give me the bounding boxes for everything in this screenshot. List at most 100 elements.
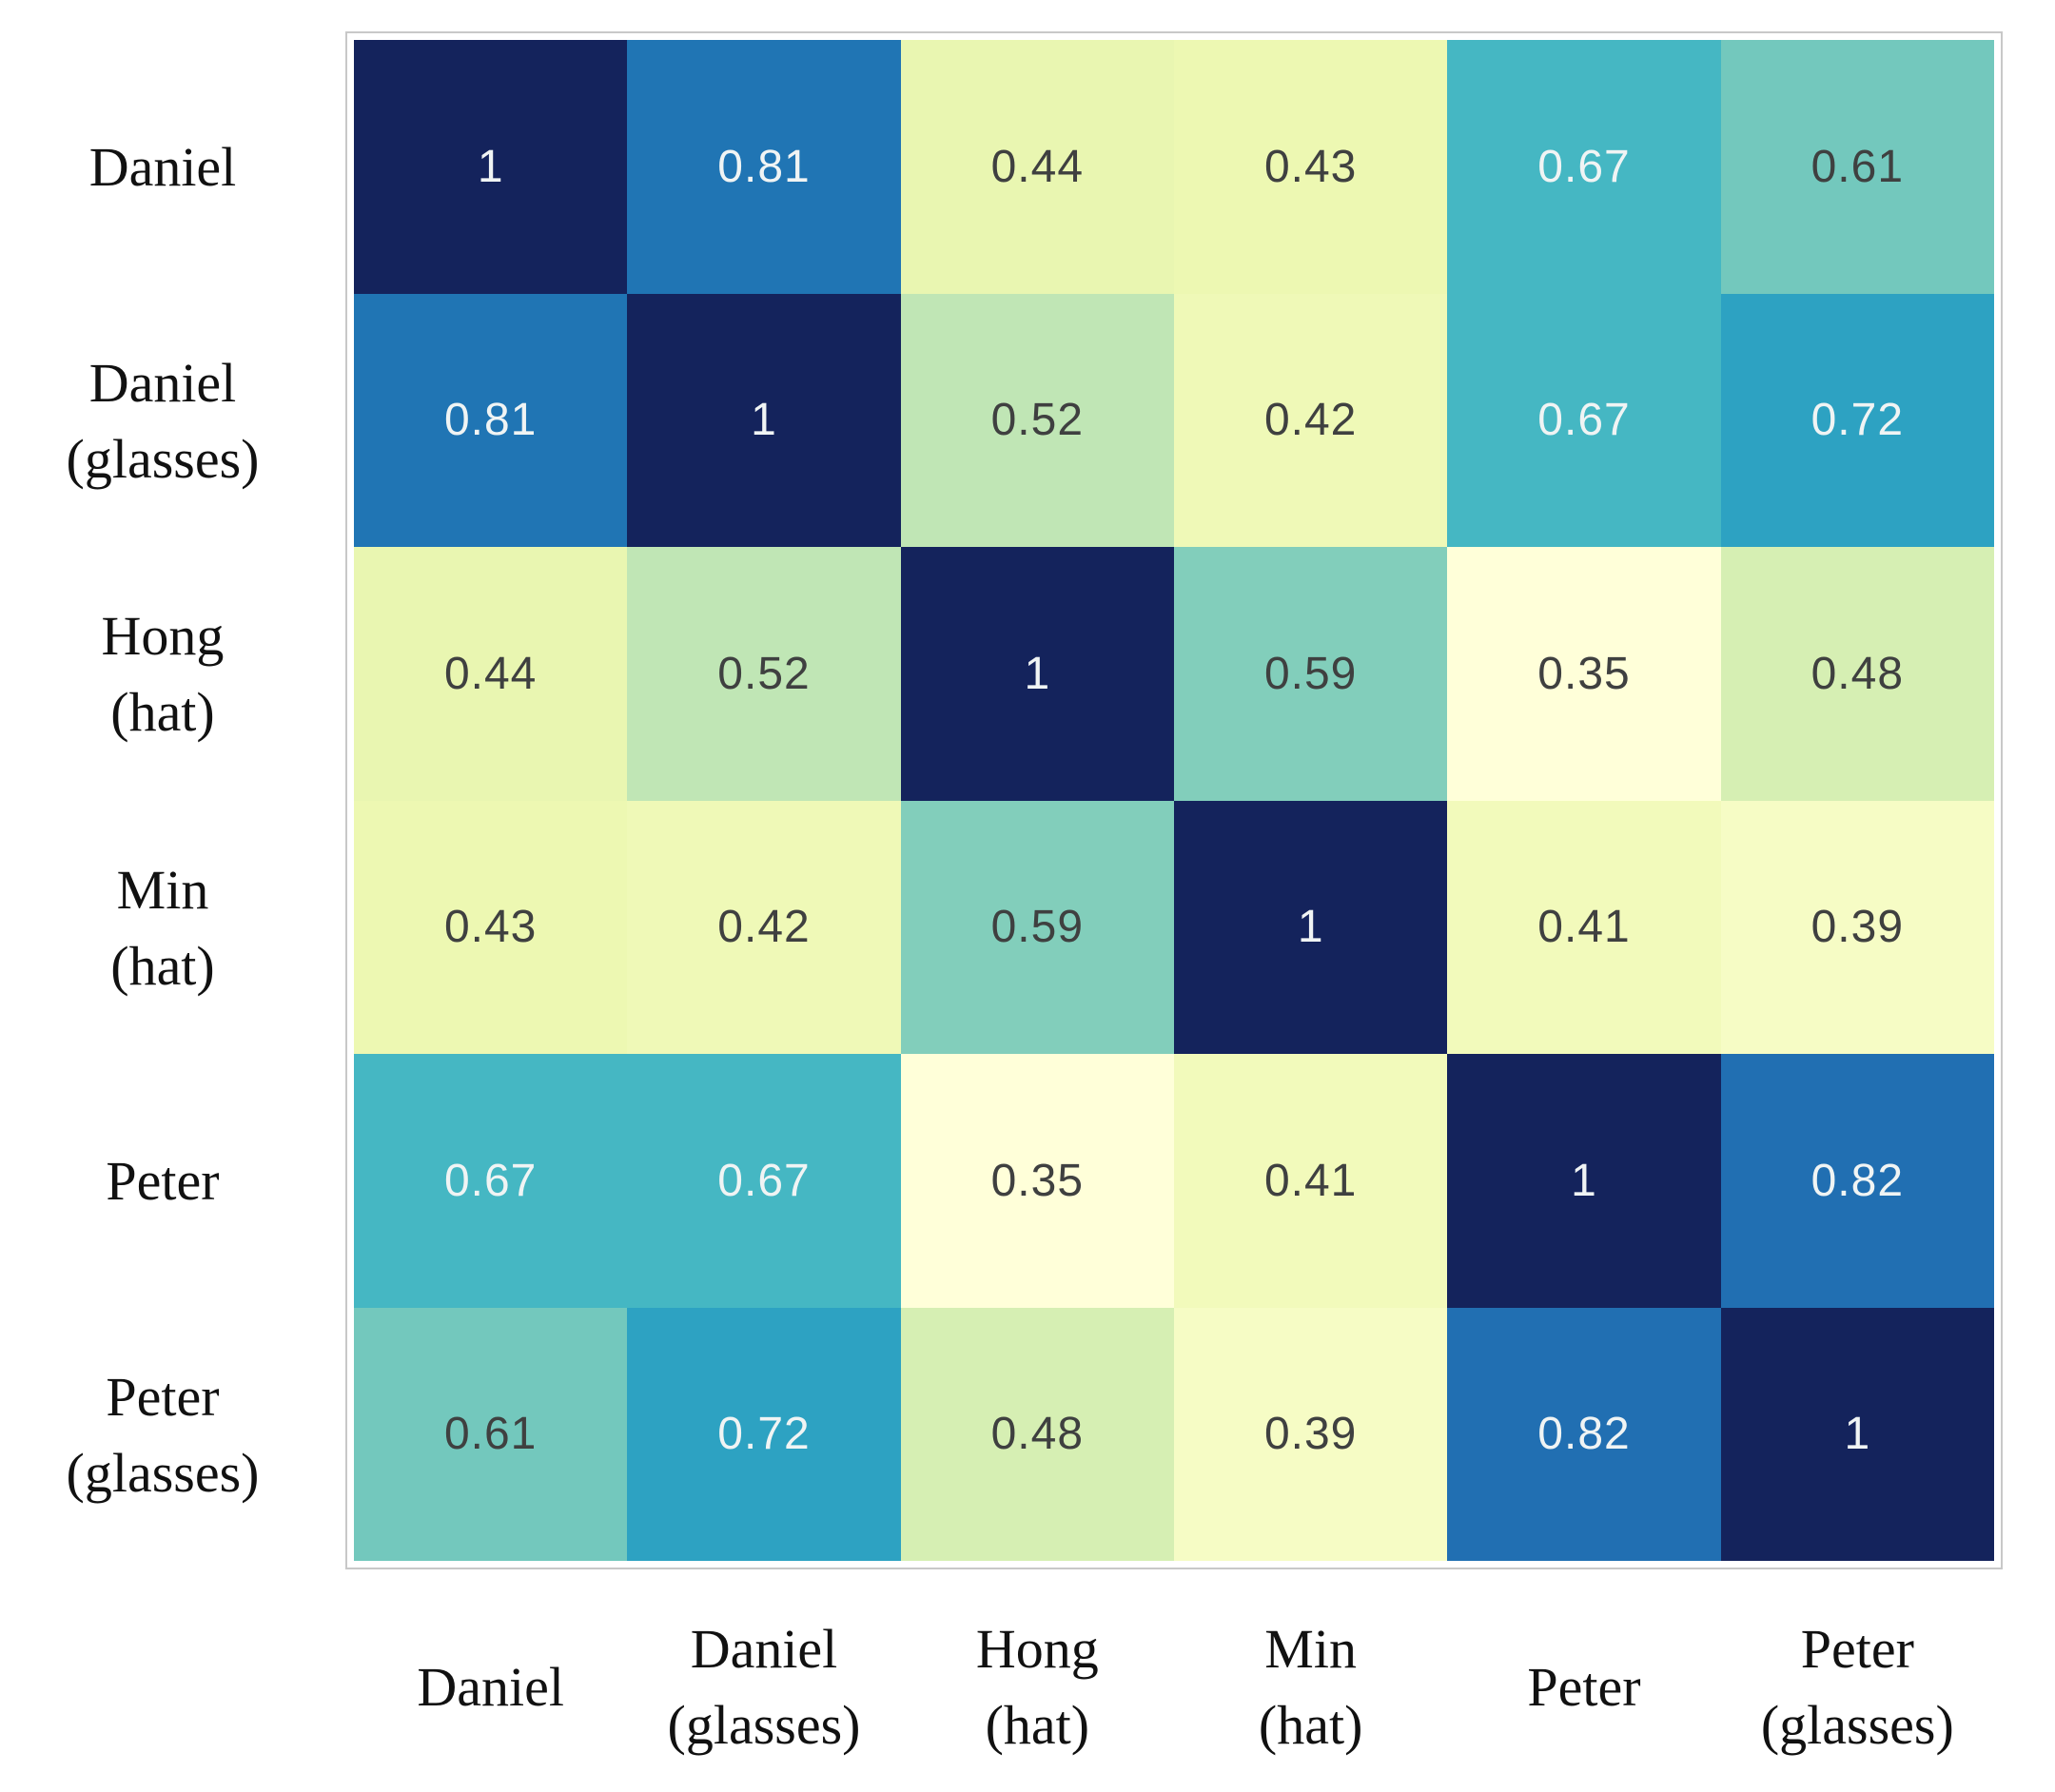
heatmap-cell: 0.67 (1447, 40, 1721, 294)
cell-value: 0.52 (990, 395, 1085, 446)
cell-value: 0.82 (1810, 1155, 1905, 1206)
row-label: Daniel (0, 41, 325, 295)
col-label-line: (hat) (985, 1694, 1090, 1756)
cell-value: 0.67 (443, 1155, 538, 1206)
cell-value: 0.48 (1810, 648, 1905, 699)
heatmap-cell: 0.72 (1720, 293, 1994, 547)
col-label-line: (hat) (1258, 1694, 1363, 1756)
cell-value: 0.52 (717, 648, 811, 699)
col-label: Hong (hat) (901, 1596, 1174, 1779)
heatmap-cell: 0.43 (354, 800, 628, 1054)
cell-value: 0.35 (1537, 648, 1631, 699)
heatmap-cell: 0.82 (1720, 1054, 1994, 1308)
cell-value: 0.35 (990, 1155, 1085, 1206)
heatmap-cell: 0.41 (1174, 1054, 1448, 1308)
cell-value: 0.72 (717, 1409, 811, 1460)
heatmap-cell: 0.61 (354, 1307, 628, 1561)
cell-value: 0.44 (443, 648, 538, 699)
heatmap-cell: 0.42 (627, 800, 901, 1054)
col-label: Daniel (354, 1596, 627, 1779)
row-label-line: Min (116, 858, 209, 921)
heatmap-cell: 0.81 (354, 293, 628, 547)
heatmap-cell: 0.67 (1447, 293, 1721, 547)
heatmap-frame: 1 0.81 0.44 0.43 0.67 0.61 0.81 1 0.52 0.42 0.67 0.… (345, 31, 2003, 1569)
heatmap-cell: 0.72 (627, 1307, 901, 1561)
row-label-line: Daniel (88, 351, 237, 414)
heatmap-cell: 1 (1174, 800, 1448, 1054)
cell-value: 0.43 (1263, 141, 1358, 192)
row-label-line: (glasses) (66, 1441, 260, 1504)
cell-value: 1 (1024, 648, 1051, 699)
cell-value: 1 (477, 141, 504, 192)
heatmap-cell: 0.82 (1447, 1307, 1721, 1561)
cell-value: 0.48 (990, 1409, 1085, 1460)
heatmap-cell: 0.44 (354, 547, 628, 801)
heatmap-cell: 0.48 (1720, 547, 1994, 801)
col-label-line: Daniel (417, 1655, 564, 1718)
cell-value: 0.72 (1810, 395, 1905, 446)
heatmap-cell: 1 (1720, 1307, 1994, 1561)
col-label-line: Hong (975, 1617, 1099, 1680)
heatmap-cell: 0.67 (627, 1054, 901, 1308)
heatmap-cell: 1 (627, 293, 901, 547)
cell-value: 0.67 (717, 1155, 811, 1206)
x-axis-labels: Daniel Daniel (glasses) Hong (hat) Min (hat) Pe… (354, 1596, 1994, 1779)
col-label-line: Peter (1527, 1655, 1641, 1718)
cell-value: 0.82 (1537, 1409, 1631, 1460)
heatmap-cell: 0.35 (900, 1054, 1174, 1308)
heatmap-cell: 0.61 (1720, 40, 1994, 294)
cell-value: 0.42 (1263, 395, 1358, 446)
col-label-line: Peter (1800, 1617, 1914, 1680)
cell-value: 0.67 (1537, 141, 1631, 192)
row-label: Min (hat) (0, 802, 325, 1056)
col-label-line: (glasses) (667, 1694, 861, 1756)
heatmap-cell: 0.52 (900, 293, 1174, 547)
heatmap-cell: 1 (900, 547, 1174, 801)
cell-value: 0.81 (443, 395, 538, 446)
cell-value: 0.61 (443, 1409, 538, 1460)
row-label: Peter (0, 1055, 325, 1309)
col-label: Peter (1447, 1596, 1720, 1779)
cell-value: 0.61 (1810, 141, 1905, 192)
row-label-line: Peter (106, 1365, 220, 1428)
row-label-line: (glasses) (66, 427, 260, 490)
heatmap-cell: 0.59 (900, 800, 1174, 1054)
cell-value: 1 (751, 395, 777, 446)
cell-value: 0.81 (717, 141, 811, 192)
cell-value: 0.59 (1263, 648, 1358, 699)
heatmap-grid: 1 0.81 0.44 0.43 0.67 0.61 0.81 1 0.52 0.42 0.67 0.… (354, 40, 1994, 1561)
row-label: Hong (hat) (0, 548, 325, 802)
cell-value: 1 (1844, 1409, 1871, 1460)
cell-value: 0.41 (1263, 1155, 1358, 1206)
cell-value: 0.39 (1810, 902, 1905, 953)
heatmap-cell: 0.39 (1720, 800, 1994, 1054)
heatmap-cell: 0.41 (1447, 800, 1721, 1054)
col-label: Peter (glasses) (1721, 1596, 1994, 1779)
cell-value: 0.43 (443, 902, 538, 953)
y-axis-labels: Daniel Daniel (glasses) Hong (hat) Min (hat) Pe… (0, 41, 325, 1562)
heatmap-cell: 0.48 (900, 1307, 1174, 1561)
cell-value: 1 (1297, 902, 1324, 953)
heatmap-cell: 0.39 (1174, 1307, 1448, 1561)
cell-value: 1 (1571, 1155, 1597, 1206)
row-label-line: (hat) (110, 934, 215, 997)
row-label: Peter (glasses) (0, 1309, 325, 1563)
cell-value: 0.44 (990, 141, 1085, 192)
col-label-line: Daniel (690, 1617, 838, 1680)
heatmap-cell: 1 (354, 40, 628, 294)
heatmap-cell: 0.43 (1174, 40, 1448, 294)
cell-value: 0.41 (1537, 902, 1631, 953)
heatmap-cell: 0.59 (1174, 547, 1448, 801)
heatmap-cell: 0.42 (1174, 293, 1448, 547)
col-label-line: Min (1264, 1617, 1357, 1680)
cell-value: 0.67 (1537, 395, 1631, 446)
cell-value: 0.59 (990, 902, 1085, 953)
heatmap-cell: 0.81 (627, 40, 901, 294)
row-label-line: Peter (106, 1150, 220, 1213)
heatmap-cell: 0.52 (627, 547, 901, 801)
row-label-line: Daniel (88, 136, 237, 199)
row-label-line: (hat) (110, 681, 215, 744)
row-label-line: Hong (101, 605, 225, 668)
heatmap-cell: 0.35 (1447, 547, 1721, 801)
